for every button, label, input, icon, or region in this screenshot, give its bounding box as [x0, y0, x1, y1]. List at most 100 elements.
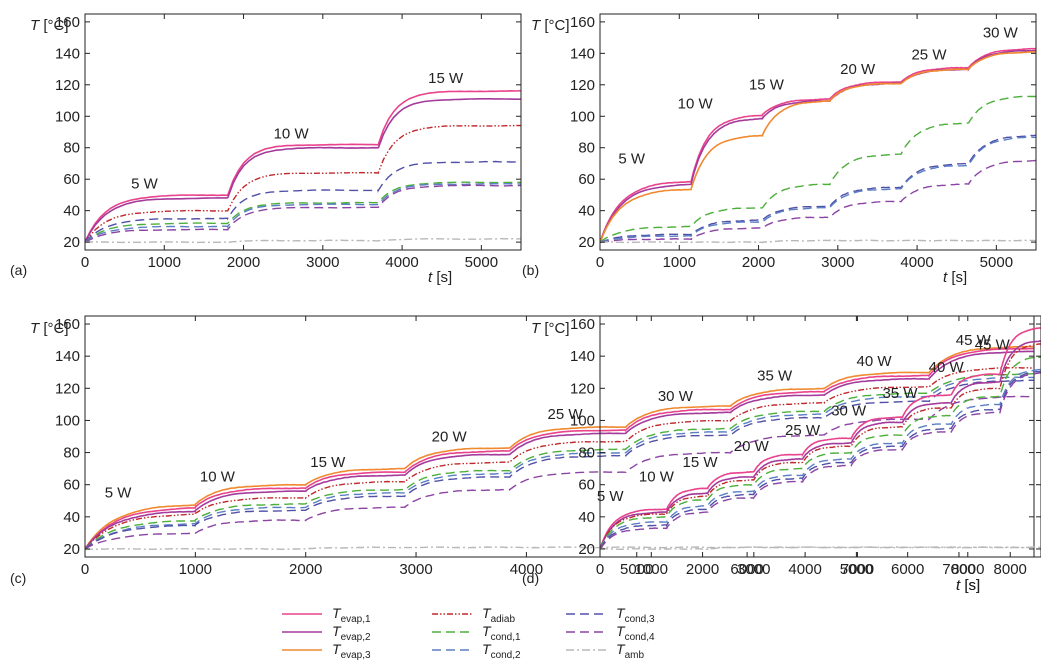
- series-line-cond-3: [85, 379, 1034, 550]
- y-tick-label: 140: [55, 45, 80, 62]
- chart-panel-2: 20 40 60 80 100 120 140 160 0 1000 2000 3000 4000 500…: [522, 13, 1037, 286]
- power-annotation: 5 W: [131, 176, 159, 193]
- power-annotation: 45 W: [956, 332, 992, 349]
- legend-entry: Tamb: [616, 641, 644, 661]
- series-line-cond-4: [600, 159, 1036, 244]
- series-line-adiab: [600, 343, 1041, 550]
- power-annotation: 30 W: [658, 388, 694, 405]
- x-axis-title: t [s]: [428, 269, 452, 286]
- y-tick-label: 80: [578, 140, 595, 157]
- x-tick-label: 5000: [620, 561, 653, 578]
- series-line-cond-1: [600, 95, 1036, 243]
- x-tick-label: 0: [596, 254, 604, 271]
- power-annotation: 25 W: [785, 422, 821, 439]
- power-annotation: 15 W: [310, 454, 346, 471]
- power-annotation: 25 W: [911, 47, 947, 64]
- x-tick-label: 2000: [686, 561, 719, 578]
- series-line-evap-1: [85, 347, 1034, 550]
- legend-entry: Tcond,4: [616, 623, 655, 643]
- series-line-amb: [600, 546, 1041, 551]
- series-line-cond-2: [600, 368, 1041, 550]
- x-axis-title: t [s]: [943, 269, 967, 286]
- y-tick-label: 60: [63, 477, 80, 494]
- power-annotation: 45 W: [975, 337, 1011, 354]
- x-tick-label: 3000: [306, 254, 339, 271]
- y-tick-label: 20: [63, 234, 80, 251]
- y-tick-label: 100: [55, 412, 80, 429]
- y-tick-label: 20: [578, 234, 595, 251]
- x-tick-label: 8000: [951, 561, 984, 578]
- x-tick-label: 0: [596, 561, 604, 578]
- series-line-evap-1: [600, 47, 1036, 243]
- legend-entry: Tevap,1: [332, 605, 371, 625]
- power-annotation: 40 W: [929, 359, 965, 376]
- series-line-cond-2: [85, 182, 521, 243]
- y-axis-title: T [°C]: [531, 320, 570, 337]
- power-annotation: 5 W: [597, 488, 625, 505]
- series-group: [85, 89, 521, 244]
- series-line-cond-1: [85, 181, 521, 244]
- y-tick-label: 160: [570, 316, 595, 333]
- x-tick-label: 0: [81, 561, 89, 578]
- legend-entry: Tevap,2: [332, 623, 371, 643]
- x-tick-label: 6000: [891, 561, 924, 578]
- y-tick-label: 160: [570, 14, 595, 31]
- power-annotation: 20 W: [432, 428, 468, 445]
- x-axis-title: t [s]: [956, 577, 980, 594]
- y-tick-label: 120: [55, 77, 80, 94]
- series-line-cond-2: [600, 136, 1036, 243]
- power-annotation: 35 W: [757, 367, 793, 384]
- series-line-adiab: [85, 366, 1034, 550]
- y-tick-label: 100: [55, 108, 80, 125]
- series-line-evap-3: [85, 345, 1034, 550]
- x-tick-label: 0: [81, 254, 89, 271]
- plot-frame: [84, 315, 1035, 558]
- series-line-evap-2: [600, 340, 1041, 550]
- x-tick-label: 7000: [841, 561, 874, 578]
- y-tick-label: 60: [578, 171, 595, 188]
- x-tick-label: 1000: [148, 254, 181, 271]
- x-tick-label: 1000: [179, 561, 212, 578]
- y-tick-label: 60: [63, 171, 80, 188]
- series-line-evap-3: [600, 50, 1036, 243]
- y-tick-label: 140: [570, 348, 595, 365]
- panel-label: (b): [522, 262, 539, 278]
- x-tick-label: 4000: [788, 561, 821, 578]
- y-tick-label: 60: [578, 477, 595, 494]
- y-tick-label: 160: [55, 316, 80, 333]
- power-annotation: 15 W: [682, 454, 718, 471]
- x-tick-label: 4000: [385, 254, 418, 271]
- series-line-cond-3: [600, 370, 1041, 550]
- power-annotation: 10 W: [200, 468, 236, 485]
- series-line-cond-4: [600, 372, 1041, 550]
- series-line-evap-2: [85, 98, 521, 243]
- x-tick-label: 3000: [399, 561, 432, 578]
- y-tick-label: 100: [570, 412, 595, 429]
- y-tick-label: 80: [63, 445, 80, 462]
- power-annotation: 35 W: [882, 385, 918, 402]
- x-axis-title: t [s]: [956, 577, 980, 594]
- y-tick-label: 40: [578, 509, 595, 526]
- series-line-cond-4: [85, 395, 1034, 550]
- x-tick-label: 2000: [742, 254, 775, 271]
- power-annotation: 15 W: [428, 70, 464, 87]
- series-line-cond-1: [85, 372, 1034, 550]
- panel-label: (c): [10, 570, 26, 586]
- power-annotation: 40 W: [856, 353, 892, 370]
- power-annotation: 5 W: [105, 485, 133, 502]
- legend: Tevap,1Tevap,2Tevap,3TadiabTcond,1Tcond,…: [282, 605, 655, 661]
- x-tick-label: 2000: [289, 561, 322, 578]
- y-tick-label: 20: [63, 541, 80, 558]
- x-tick-label: 1000: [635, 561, 668, 578]
- y-tick-label: 120: [570, 77, 595, 94]
- power-annotation: 10 W: [639, 468, 675, 485]
- y-tick-label: 80: [578, 445, 595, 462]
- y-tick-label: 140: [55, 348, 80, 365]
- series-group: [85, 345, 1034, 551]
- series-line-evap-2: [600, 49, 1036, 243]
- x-tick-label: 6000: [730, 561, 763, 578]
- y-axis-title: T [°C]: [30, 320, 69, 337]
- power-annotation: 25 W: [548, 406, 584, 423]
- x-tick-label: 3000: [737, 561, 770, 578]
